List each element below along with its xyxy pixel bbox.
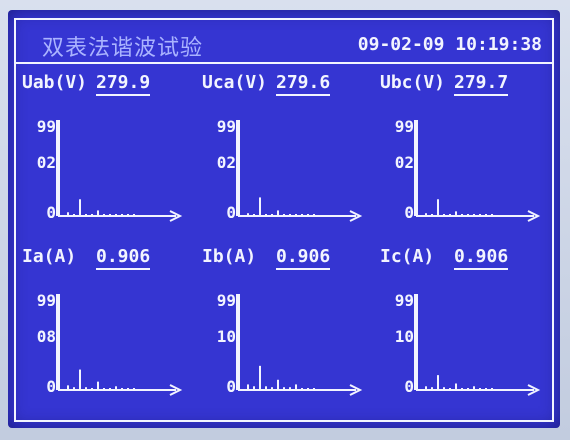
x-axis-arrow [349, 210, 363, 222]
harmonic-chart-ib: 99 10 0 [217, 291, 363, 396]
screen-frame [14, 18, 554, 422]
y-tick-label: 02 [37, 153, 56, 172]
panel-ic: Ic(A) 0.906 99 10 0 [376, 242, 552, 412]
panel-label: Ic(A) [380, 246, 435, 267]
x-axis-arrow [527, 210, 541, 222]
y-tick-label: 99 [395, 291, 414, 310]
panel-value: 0.906 [96, 246, 151, 270]
panel-ia: Ia(A) 0.906 99 08 0 [18, 242, 194, 412]
y-tick-label: 99 [395, 117, 414, 136]
y-tick-label: 99 [217, 117, 236, 136]
x-axis-arrow [169, 210, 183, 222]
x-axis-arrow [527, 384, 541, 396]
panel-uab: Uab(V) 279.9 99 02 0 [18, 68, 194, 238]
y-tick-label: 0 [404, 203, 414, 222]
harmonic-chart-uca: 99 02 0 [217, 117, 363, 222]
page-title: 双表法谐波试验 [42, 36, 204, 61]
panel-label: Ia(A) [22, 246, 77, 267]
y-tick-label: 99 [217, 291, 236, 310]
y-tick-label: 0 [46, 203, 56, 222]
panel-value: 0.906 [454, 246, 509, 270]
harmonic-chart-ia: 99 08 0 [37, 291, 183, 396]
panel-value: 279.7 [454, 72, 509, 96]
panel-label: Ubc(V) [380, 72, 446, 93]
panel-ib: Ib(A) 0.906 99 10 0 [198, 242, 374, 412]
panel-ubc: Ubc(V) 279.7 99 02 0 [376, 68, 552, 238]
y-tick-label: 08 [37, 327, 56, 346]
panel-label: Uab(V) [22, 72, 88, 93]
y-tick-label: 0 [46, 377, 56, 396]
panel-label: Ib(A) [202, 246, 257, 267]
panel-value: 279.6 [276, 72, 331, 96]
panel-label: Uca(V) [202, 72, 268, 93]
x-axis-arrow [349, 384, 363, 396]
header-divider [14, 62, 554, 64]
harmonic-chart-uab: 99 02 0 [37, 117, 183, 222]
harmonic-chart-ic: 99 10 0 [395, 291, 541, 396]
y-tick-label: 0 [226, 377, 236, 396]
x-axis-arrow [169, 384, 183, 396]
panel-value: 279.9 [96, 72, 151, 96]
y-tick-label: 0 [226, 203, 236, 222]
lcd-screen: 双表法谐波试验 09-02-09 10:19:38 Uab(V) 279.9 9… [8, 10, 560, 428]
panel-value: 0.906 [276, 246, 331, 270]
y-tick-label: 99 [37, 117, 56, 136]
datetime-readout: 09-02-09 10:19:38 [357, 34, 542, 55]
header-bar: 双表法谐波试验 09-02-09 10:19:38 [14, 18, 554, 62]
y-tick-label: 10 [395, 327, 414, 346]
panel-uca: Uca(V) 279.6 99 02 0 [198, 68, 374, 238]
y-tick-label: 0 [404, 377, 414, 396]
y-tick-label: 02 [217, 153, 236, 172]
y-tick-label: 02 [395, 153, 414, 172]
harmonic-chart-ubc: 99 02 0 [395, 117, 541, 222]
y-tick-label: 10 [217, 327, 236, 346]
y-tick-label: 99 [37, 291, 56, 310]
